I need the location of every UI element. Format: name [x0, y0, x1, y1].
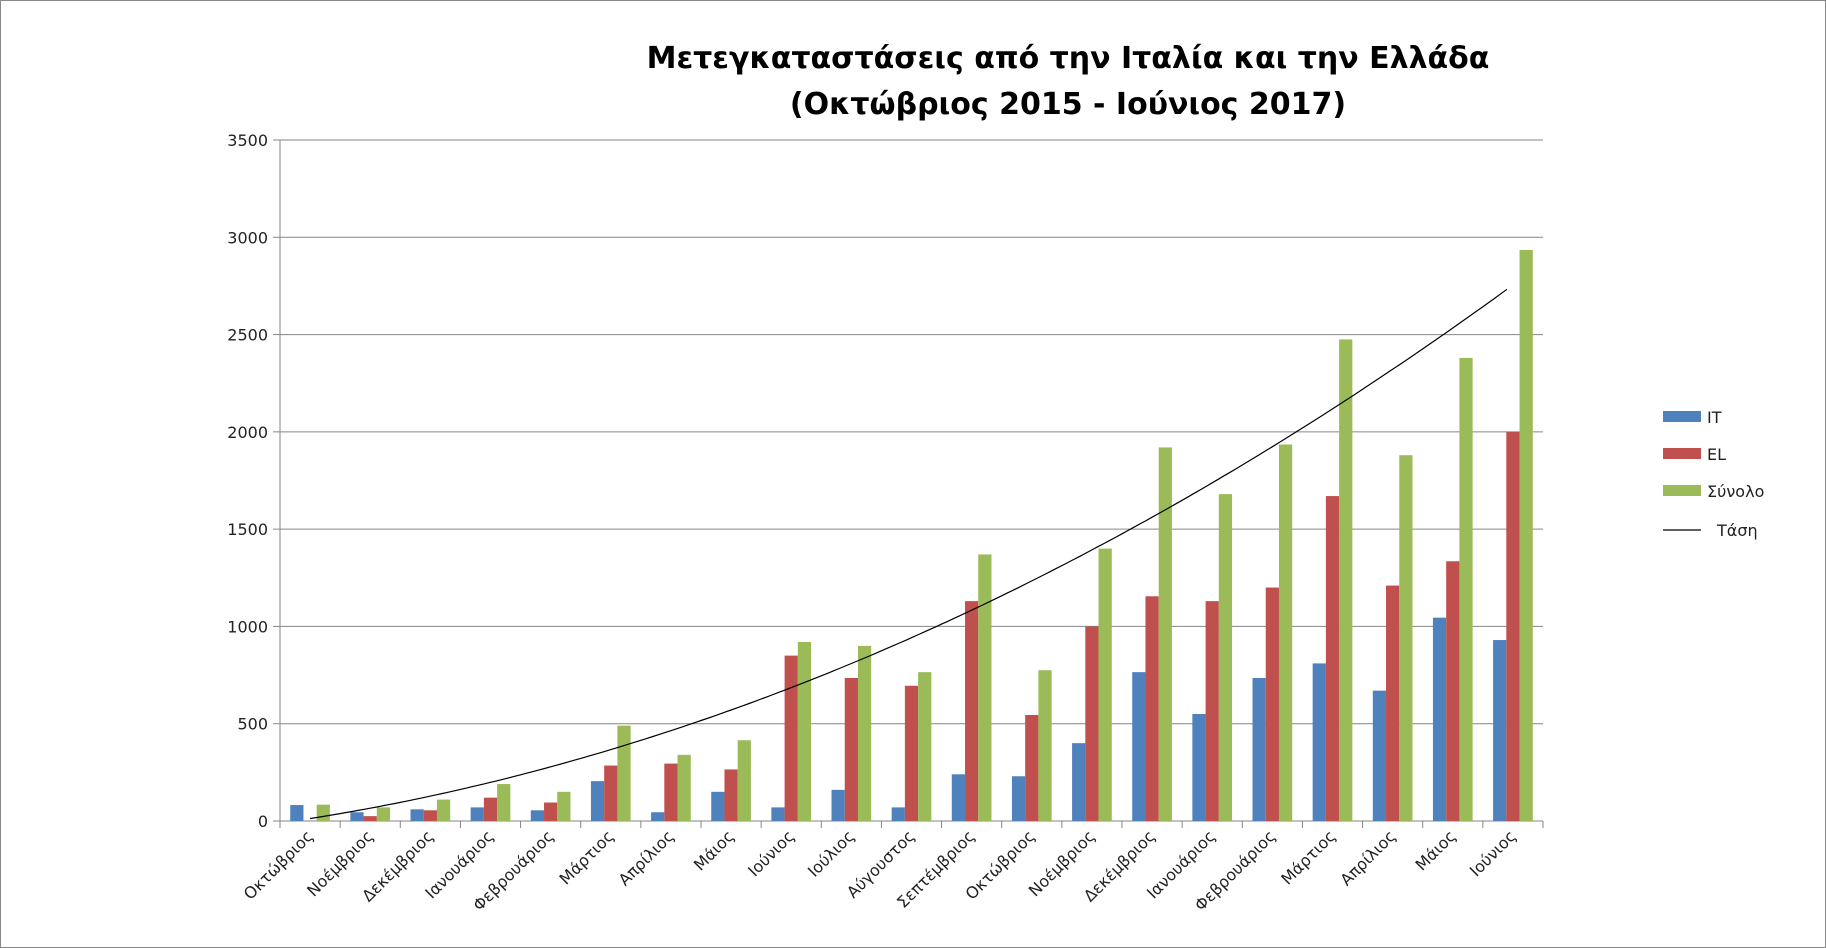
- bar-Σύνολο: [316, 804, 330, 821]
- bar-Σύνολο: [1098, 548, 1112, 821]
- trendline: [310, 288, 1508, 820]
- bar-IT: [290, 805, 304, 821]
- x-tick-label: Οκτώβριος: [240, 826, 317, 903]
- bar-EL: [1446, 561, 1460, 821]
- x-tick-label: Μάρτιος: [1277, 826, 1339, 888]
- bar-Σύνολο: [1399, 455, 1413, 821]
- bar-IT: [1192, 713, 1206, 821]
- bar-IT: [1252, 677, 1266, 821]
- chart-subtitle: (Οκτώβριος 2015 - Ιούνιος 2017): [789, 87, 1347, 122]
- bar-Σύνολο: [436, 799, 451, 821]
- y-tick-label: 1500: [227, 520, 268, 539]
- bar-IT: [1072, 743, 1086, 821]
- bar-Σύνολο: [557, 791, 571, 821]
- bar-Σύνολο: [376, 807, 391, 821]
- legend-swatch-Σύνολο: [1663, 485, 1701, 496]
- bar-EL: [784, 655, 798, 821]
- bar-Σύνολο: [1459, 357, 1473, 821]
- bar-EL: [483, 797, 498, 821]
- bar-IT: [1132, 672, 1146, 821]
- bar-EL: [544, 802, 558, 821]
- x-tick-label: Ιούλιος: [804, 826, 858, 880]
- bar-Σύνολο: [497, 784, 511, 821]
- bar-IT: [1011, 776, 1026, 821]
- x-tick-label: Απρίλιος: [615, 826, 678, 889]
- bar-EL: [904, 685, 919, 821]
- bar-IT: [831, 789, 845, 821]
- bar-EL: [423, 810, 437, 821]
- legend-label: Σύνολο: [1707, 482, 1764, 501]
- legend-swatch-IT: [1663, 411, 1701, 422]
- x-tick-label: Ιούνιος: [744, 826, 798, 880]
- legend-label: EL: [1707, 445, 1726, 464]
- y-tick-label: 2000: [227, 423, 268, 442]
- y-tick-label: 1000: [227, 617, 268, 636]
- bar-Σύνολο: [677, 754, 691, 821]
- y-tick-label: 3000: [227, 228, 268, 247]
- x-tick-label: Απρίλιος: [1336, 826, 1399, 889]
- bar-Σύνολο: [978, 554, 992, 821]
- legend-label: IT: [1707, 408, 1722, 427]
- y-tick-label: 2500: [227, 326, 268, 345]
- bar-Σύνολο: [1278, 444, 1293, 821]
- bar-EL: [844, 677, 858, 821]
- bar-Σύνολο: [857, 645, 872, 821]
- bar-EL: [1205, 601, 1219, 821]
- bar-IT: [1372, 690, 1387, 821]
- y-tick-label: 500: [237, 715, 268, 734]
- bar-Σύνολο: [617, 725, 631, 821]
- bar-IT: [590, 781, 605, 821]
- bar-Σύνολο: [918, 672, 932, 821]
- bar-IT: [951, 774, 966, 821]
- bar-Σύνολο: [1038, 670, 1052, 821]
- bar-Σύνολο: [1218, 494, 1233, 821]
- bar-EL: [1386, 585, 1400, 821]
- bar-IT: [771, 807, 785, 821]
- bar-EL: [1145, 596, 1159, 821]
- bar-EL: [604, 765, 618, 821]
- bar-IT: [891, 807, 905, 821]
- bar-EL: [664, 763, 678, 821]
- bar-IT: [1432, 617, 1447, 821]
- bar-IT: [350, 812, 364, 821]
- bar-EL: [1506, 431, 1520, 821]
- x-tick-label: Ιούνιος: [1466, 826, 1520, 880]
- bar-IT: [410, 809, 424, 821]
- chart-title-main: Μετεγκαταστάσεις από την Ιταλία και την …: [646, 41, 1490, 76]
- x-tick-label: Μάιος: [690, 826, 738, 874]
- bar-Σύνολο: [737, 740, 751, 821]
- bar-IT: [711, 791, 725, 821]
- bar-IT: [1493, 640, 1507, 821]
- y-tick-label: 3500: [227, 131, 268, 150]
- bar-IT: [470, 807, 484, 821]
- legend-label: Τάση: [1716, 521, 1758, 540]
- x-tick-label: Μάιος: [1412, 826, 1460, 874]
- bar-IT: [1312, 663, 1326, 821]
- bar-EL: [1265, 587, 1279, 821]
- bar-EL: [363, 816, 377, 821]
- bar-EL: [1325, 496, 1340, 821]
- y-tick-label: 0: [258, 812, 268, 831]
- chart-title: Μετεγκαταστάσεις από την Ιταλία και την …: [0, 36, 1826, 128]
- x-tick-label: Μάρτιος: [556, 826, 618, 888]
- bar-Σύνολο: [797, 641, 812, 821]
- bar-Σύνολο: [1339, 339, 1353, 821]
- bar-EL: [724, 769, 738, 821]
- bar-Σύνολο: [1158, 447, 1172, 821]
- bar-EL: [1085, 626, 1099, 821]
- bar-EL: [965, 601, 979, 821]
- bar-EL: [1025, 714, 1039, 821]
- bar-IT: [651, 812, 665, 821]
- bar-Σύνολο: [1519, 249, 1533, 821]
- legend-swatch-EL: [1663, 448, 1701, 459]
- bar-IT: [530, 810, 545, 821]
